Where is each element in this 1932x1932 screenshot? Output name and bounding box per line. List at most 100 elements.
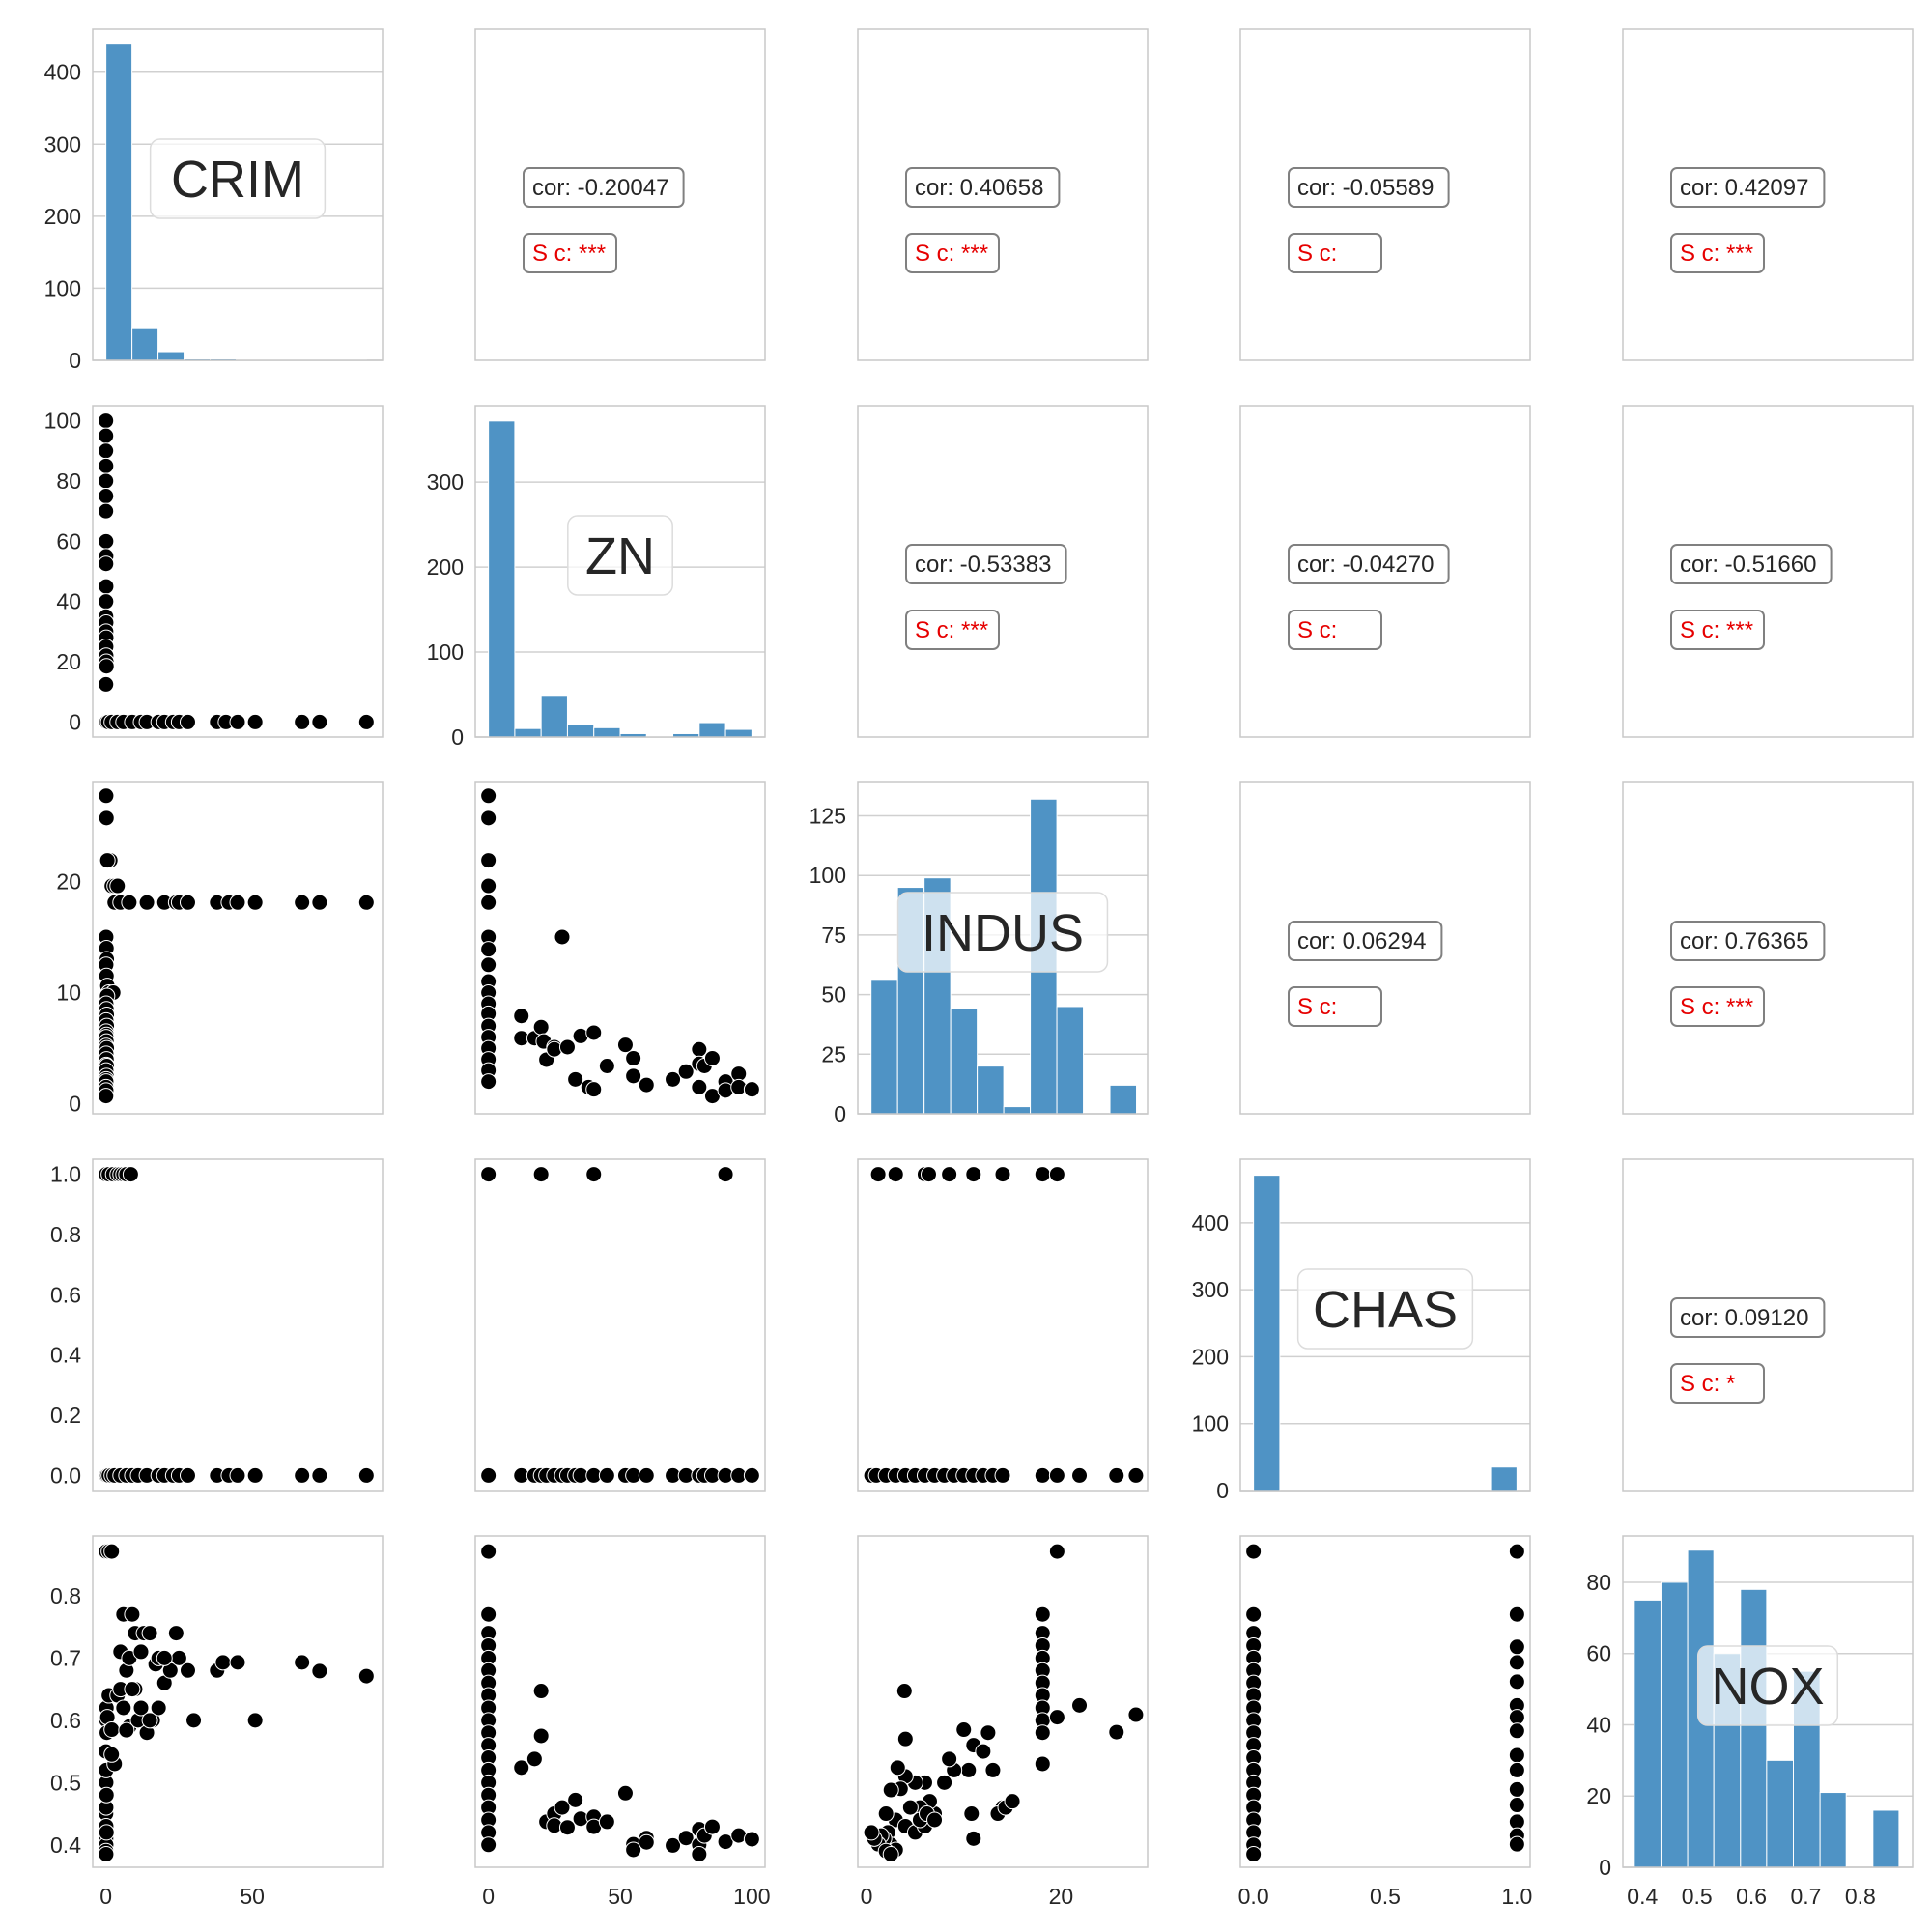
scatter-point [960, 1761, 978, 1778]
correlation-box [1670, 921, 1826, 961]
scatter-point [585, 1166, 603, 1183]
y-tick-label: 25 [821, 1041, 846, 1066]
scatter-point [526, 1750, 543, 1768]
histogram-bar [1740, 1588, 1768, 1867]
variable-label-box [567, 515, 673, 596]
x-tick-label: 100 [733, 1884, 770, 1909]
variable-label-box [1696, 1645, 1839, 1726]
significance-value: S c: [1297, 241, 1337, 267]
y-tick-label: 40 [1586, 1712, 1611, 1737]
scatter-point [98, 1786, 115, 1804]
significance-box [1288, 233, 1382, 273]
panel-chas-indus [857, 1158, 1149, 1492]
y-tick-label: 60 [56, 528, 81, 554]
scatter-point [1127, 1466, 1145, 1484]
scatter-point [121, 894, 138, 911]
scatter-point [625, 1049, 642, 1066]
scatter-point [869, 1166, 887, 1183]
significance-box [905, 233, 1000, 273]
scatter-point [1508, 1761, 1525, 1778]
scatter-point [98, 1088, 115, 1105]
y-tick-label: 80 [1586, 1570, 1611, 1595]
scatter-point [480, 1543, 497, 1560]
scatter-point [122, 1166, 139, 1183]
scatter-point [98, 427, 115, 444]
scatter-point [625, 1841, 642, 1859]
scatter-point [1508, 1605, 1525, 1623]
y-tick-label: 20 [56, 868, 81, 894]
scatter-point [1508, 1835, 1525, 1853]
scatter-point [179, 894, 196, 911]
y-tick-label: 100 [44, 409, 81, 434]
scatter-point [294, 713, 311, 730]
y-tick-label: 20 [1586, 1783, 1611, 1808]
variable-label-box [896, 892, 1109, 973]
y-tick-label: 75 [821, 923, 846, 948]
panel-frame [474, 28, 766, 361]
scatter-point [141, 1625, 158, 1642]
panel-chas-chas: 0 100 200 300 400 CHAS [1192, 1158, 1531, 1503]
scatter-points [480, 1543, 760, 1862]
panel-indus-chas: cor: 0.06294 S c: [1239, 781, 1531, 1115]
scatter-point [558, 1038, 576, 1056]
scatter-point [132, 1643, 150, 1661]
correlation-box [523, 167, 685, 208]
y-tick-label: 0.7 [50, 1645, 81, 1670]
x-tick-label: 0 [861, 1884, 873, 1909]
x-tick-label: 0 [99, 1884, 112, 1909]
scatter-point [1108, 1466, 1125, 1484]
scatter-point [311, 1466, 328, 1484]
scatter-point [625, 1067, 642, 1085]
scatter-point [132, 1699, 150, 1717]
scatter-point [1034, 1166, 1051, 1183]
panel-chas-zn [474, 1158, 766, 1492]
panel-frame [92, 1158, 384, 1492]
histogram-bar [1056, 1006, 1085, 1114]
scatter-point [1508, 1747, 1525, 1764]
panel-indus-nox: cor: 0.76365 S c: *** [1622, 781, 1914, 1115]
y-tick-label: 100 [427, 639, 464, 665]
panel-frame [857, 1535, 1149, 1868]
y-tick-label: 125 [810, 804, 846, 829]
scatter-point [598, 1813, 615, 1831]
scatter-point [965, 1166, 982, 1183]
scatter-point [480, 956, 497, 974]
scatter-point [98, 472, 115, 490]
scatter-point [98, 675, 115, 693]
scatter-point [901, 1799, 919, 1816]
variable-label-box [149, 138, 327, 219]
significance-value: S c: *** [1680, 241, 1753, 267]
scatter-points [863, 1543, 1145, 1862]
scatter-point [229, 713, 246, 730]
scatter-point [98, 532, 115, 550]
correlation-value: cor: 0.42097 [1680, 175, 1808, 201]
scatter-point [124, 1681, 141, 1698]
y-tick-label: 300 [1192, 1277, 1229, 1302]
scatter-point [98, 457, 115, 474]
scatter-point [480, 1166, 497, 1183]
panel-frame [1622, 405, 1914, 738]
y-tick-label: 200 [1192, 1344, 1229, 1369]
scatter-point [150, 1699, 167, 1717]
x-tick-label: 0 [482, 1884, 495, 1909]
scatter-point [1108, 1723, 1125, 1741]
scatter-point [179, 713, 196, 730]
x-tick-label: 0.4 [1627, 1884, 1658, 1909]
panel-nox-crim: 0.4 0.5 0.6 0.7 0.8 0 50 [50, 1535, 384, 1909]
panel-chas-crim: 0.0 0.2 0.4 0.6 0.8 1.0 [50, 1158, 384, 1492]
y-tick-label: 400 [44, 60, 81, 85]
y-tick-label: 0.8 [50, 1583, 81, 1608]
scatter-point [1245, 1543, 1263, 1560]
panel-frame [474, 1158, 766, 1492]
scatter-point [138, 894, 156, 911]
scatter-point [185, 1712, 203, 1729]
scatter-point [480, 1466, 497, 1484]
scatter-point [294, 1654, 311, 1671]
panel-crim-zn: cor: -0.20047 S c: *** [474, 28, 766, 361]
scatter-point [994, 1466, 1011, 1484]
panel-nox-indus: 0 20 [857, 1535, 1149, 1909]
scatter-point [1034, 1605, 1051, 1623]
y-tick-label: 0 [1216, 1478, 1229, 1503]
correlation-box [1670, 1297, 1826, 1338]
